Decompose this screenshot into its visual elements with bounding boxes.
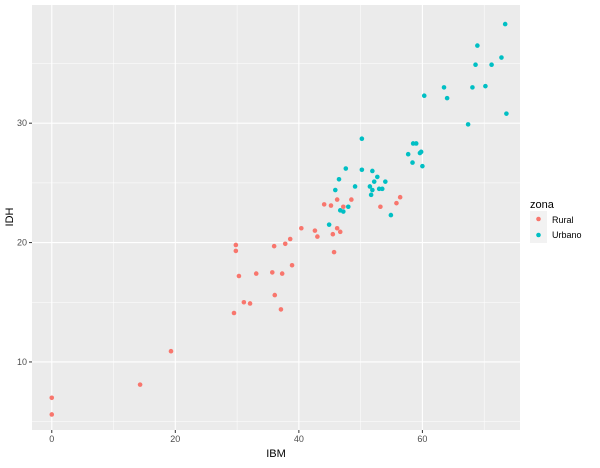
data-point-urbano bbox=[441, 85, 447, 90]
data-point-rural bbox=[279, 271, 285, 276]
data-point-rural bbox=[337, 229, 343, 235]
data-points bbox=[49, 21, 509, 417]
data-point-urbano bbox=[420, 163, 425, 169]
data-point-urbano bbox=[383, 179, 388, 184]
data-point-urbano bbox=[368, 192, 374, 198]
legend-label-rural: Rural bbox=[552, 215, 574, 225]
y-tick-label: 10 bbox=[17, 357, 27, 367]
data-point-rural bbox=[328, 203, 334, 208]
data-point-rural bbox=[287, 236, 293, 242]
data-point-urbano bbox=[413, 141, 419, 146]
data-point-urbano bbox=[336, 176, 342, 182]
data-point-urbano bbox=[371, 179, 377, 184]
data-point-urbano bbox=[370, 168, 375, 174]
data-point-urbano bbox=[504, 111, 509, 116]
data-point-rural bbox=[378, 204, 383, 210]
y-axis-label: IDH bbox=[4, 207, 16, 226]
grid-minor bbox=[32, 5, 520, 430]
data-point-rural bbox=[233, 242, 239, 248]
data-point-rural bbox=[321, 202, 327, 207]
data-point-urbano bbox=[352, 184, 358, 189]
legend-title: zona bbox=[530, 199, 555, 211]
data-point-rural bbox=[289, 262, 295, 268]
data-point-rural bbox=[349, 197, 354, 202]
data-point-rural bbox=[312, 228, 318, 233]
data-point-urbano bbox=[375, 174, 380, 180]
plot-panel bbox=[32, 5, 520, 430]
data-point-rural bbox=[334, 197, 340, 202]
data-point-rural bbox=[397, 194, 403, 200]
data-point-rural bbox=[247, 301, 253, 306]
x-tick-label: 40 bbox=[294, 434, 304, 444]
data-point-urbano bbox=[333, 187, 338, 193]
data-point-rural bbox=[330, 231, 336, 237]
data-point-rural bbox=[137, 382, 143, 387]
data-point-urbano bbox=[418, 149, 424, 155]
y-tick-label: 20 bbox=[17, 238, 27, 248]
data-point-rural bbox=[282, 241, 288, 247]
data-point-urbano bbox=[499, 55, 504, 60]
data-point-rural bbox=[272, 292, 278, 298]
legend-key-rural bbox=[536, 216, 541, 222]
legend-key-background bbox=[530, 211, 547, 243]
x-axis-label: IBM bbox=[266, 448, 286, 460]
x-axis-ticks: 0 20 40 60 bbox=[49, 430, 427, 444]
grid-major bbox=[32, 5, 520, 430]
data-point-rural bbox=[269, 270, 275, 275]
data-point-urbano bbox=[421, 93, 427, 99]
data-point-urbano bbox=[379, 186, 385, 192]
y-tick-label: 30 bbox=[17, 118, 27, 128]
data-point-rural bbox=[49, 395, 55, 401]
data-point-rural bbox=[236, 273, 242, 279]
data-point-rural bbox=[341, 204, 346, 210]
data-point-urbano bbox=[367, 184, 373, 189]
data-point-urbano bbox=[470, 85, 475, 90]
data-point-urbano bbox=[370, 187, 375, 193]
data-point-rural bbox=[241, 299, 247, 305]
data-point-urbano bbox=[326, 222, 332, 227]
data-point-rural bbox=[253, 271, 259, 276]
data-point-rural bbox=[271, 243, 277, 249]
legend: zona Rural Urbano bbox=[530, 199, 582, 243]
data-point-urbano bbox=[405, 151, 411, 157]
data-point-rural bbox=[231, 310, 237, 316]
data-point-rural bbox=[331, 249, 337, 255]
data-point-urbano bbox=[473, 62, 478, 67]
legend-key-urbano bbox=[536, 232, 541, 238]
data-point-urbano bbox=[475, 43, 480, 48]
data-point-urbano bbox=[359, 167, 365, 173]
data-point-rural bbox=[299, 225, 304, 231]
data-point-urbano bbox=[345, 204, 351, 210]
data-point-rural bbox=[334, 225, 340, 231]
legend-label-urbano: Urbano bbox=[552, 230, 582, 240]
data-point-urbano bbox=[465, 122, 471, 127]
data-point-rural bbox=[49, 412, 55, 417]
data-point-rural bbox=[278, 307, 284, 312]
data-point-urbano bbox=[489, 62, 494, 67]
data-point-urbano bbox=[444, 95, 450, 101]
x-tick-label: 20 bbox=[170, 434, 180, 444]
data-point-rural bbox=[394, 200, 399, 206]
data-point-urbano bbox=[410, 160, 415, 165]
data-point-rural bbox=[168, 348, 174, 354]
y-axis-ticks: 10 20 30 bbox=[17, 118, 32, 367]
data-point-urbano bbox=[388, 212, 394, 218]
data-point-rural bbox=[233, 248, 239, 254]
data-point-urbano bbox=[359, 136, 365, 142]
data-point-urbano bbox=[341, 209, 346, 214]
data-point-urbano bbox=[502, 21, 508, 27]
data-point-urbano bbox=[343, 166, 349, 171]
x-tick-label: 0 bbox=[49, 434, 54, 444]
data-point-urbano bbox=[483, 83, 488, 89]
data-point-rural bbox=[315, 234, 320, 239]
x-tick-label: 60 bbox=[417, 434, 427, 444]
